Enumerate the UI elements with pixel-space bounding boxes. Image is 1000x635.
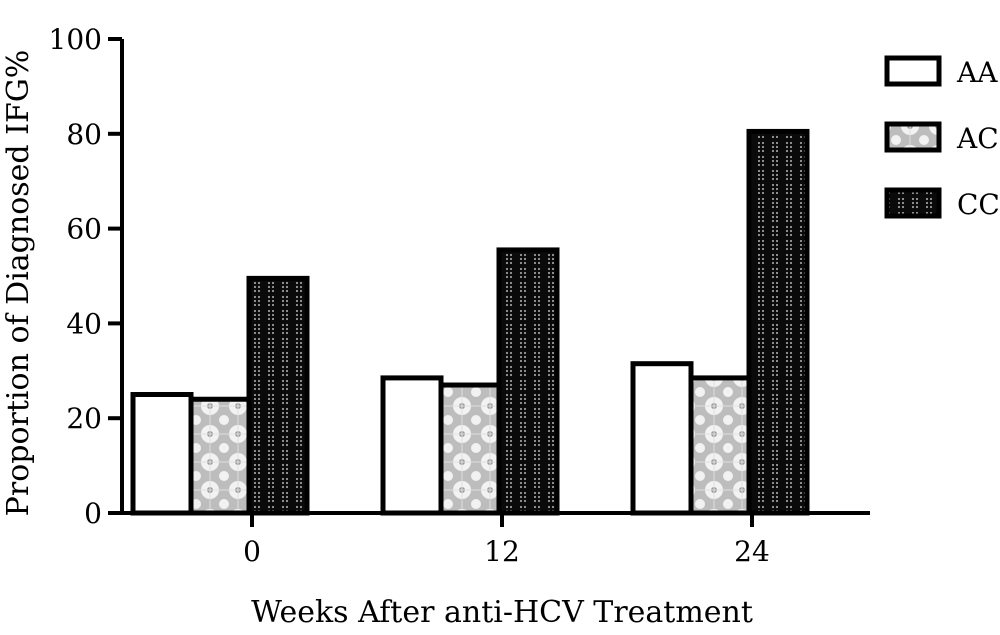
bar-cc-12 (496, 247, 560, 516)
legend-swatch-aa (884, 55, 942, 87)
x-tick-label: 0 (243, 535, 261, 568)
y-tick-label: 100 (49, 23, 102, 56)
legend-label-aa: AA (956, 56, 998, 89)
bar-cc-24 (746, 128, 810, 516)
legend-swatch-ac (884, 121, 942, 153)
x-axis-title: Weeks After anti-HCV Treatment (251, 595, 753, 630)
legend: AA AC CC (884, 55, 1000, 221)
bar-ac-0 (188, 396, 252, 516)
bar-ac-24 (688, 375, 752, 516)
y-tick-label: 40 (66, 307, 102, 340)
bars-group (130, 128, 810, 516)
y-ticks-group: 0 20 40 60 80 100 (49, 23, 122, 530)
legend-label-ac: AC (956, 122, 999, 155)
y-axis-title: Proportion of Diagnosed IFG% (1, 50, 36, 517)
y-tick-label: 20 (66, 402, 102, 435)
bar-aa-12 (380, 375, 444, 516)
bar-cc-0 (246, 275, 310, 516)
y-tick-label: 80 (66, 118, 102, 151)
legend-swatch-cc (884, 187, 942, 219)
bar-ac-12 (438, 382, 502, 516)
y-tick-label: 60 (66, 213, 102, 246)
axes-group (120, 39, 870, 515)
y-tick-label: 0 (84, 497, 102, 530)
x-tick-label: 12 (484, 535, 520, 568)
bar-aa-24 (630, 361, 694, 516)
x-ticks-group: 0 12 24 (243, 513, 770, 568)
legend-label-cc: CC (957, 188, 1000, 221)
bar-aa-0 (130, 392, 194, 516)
x-tick-label: 24 (734, 535, 770, 568)
